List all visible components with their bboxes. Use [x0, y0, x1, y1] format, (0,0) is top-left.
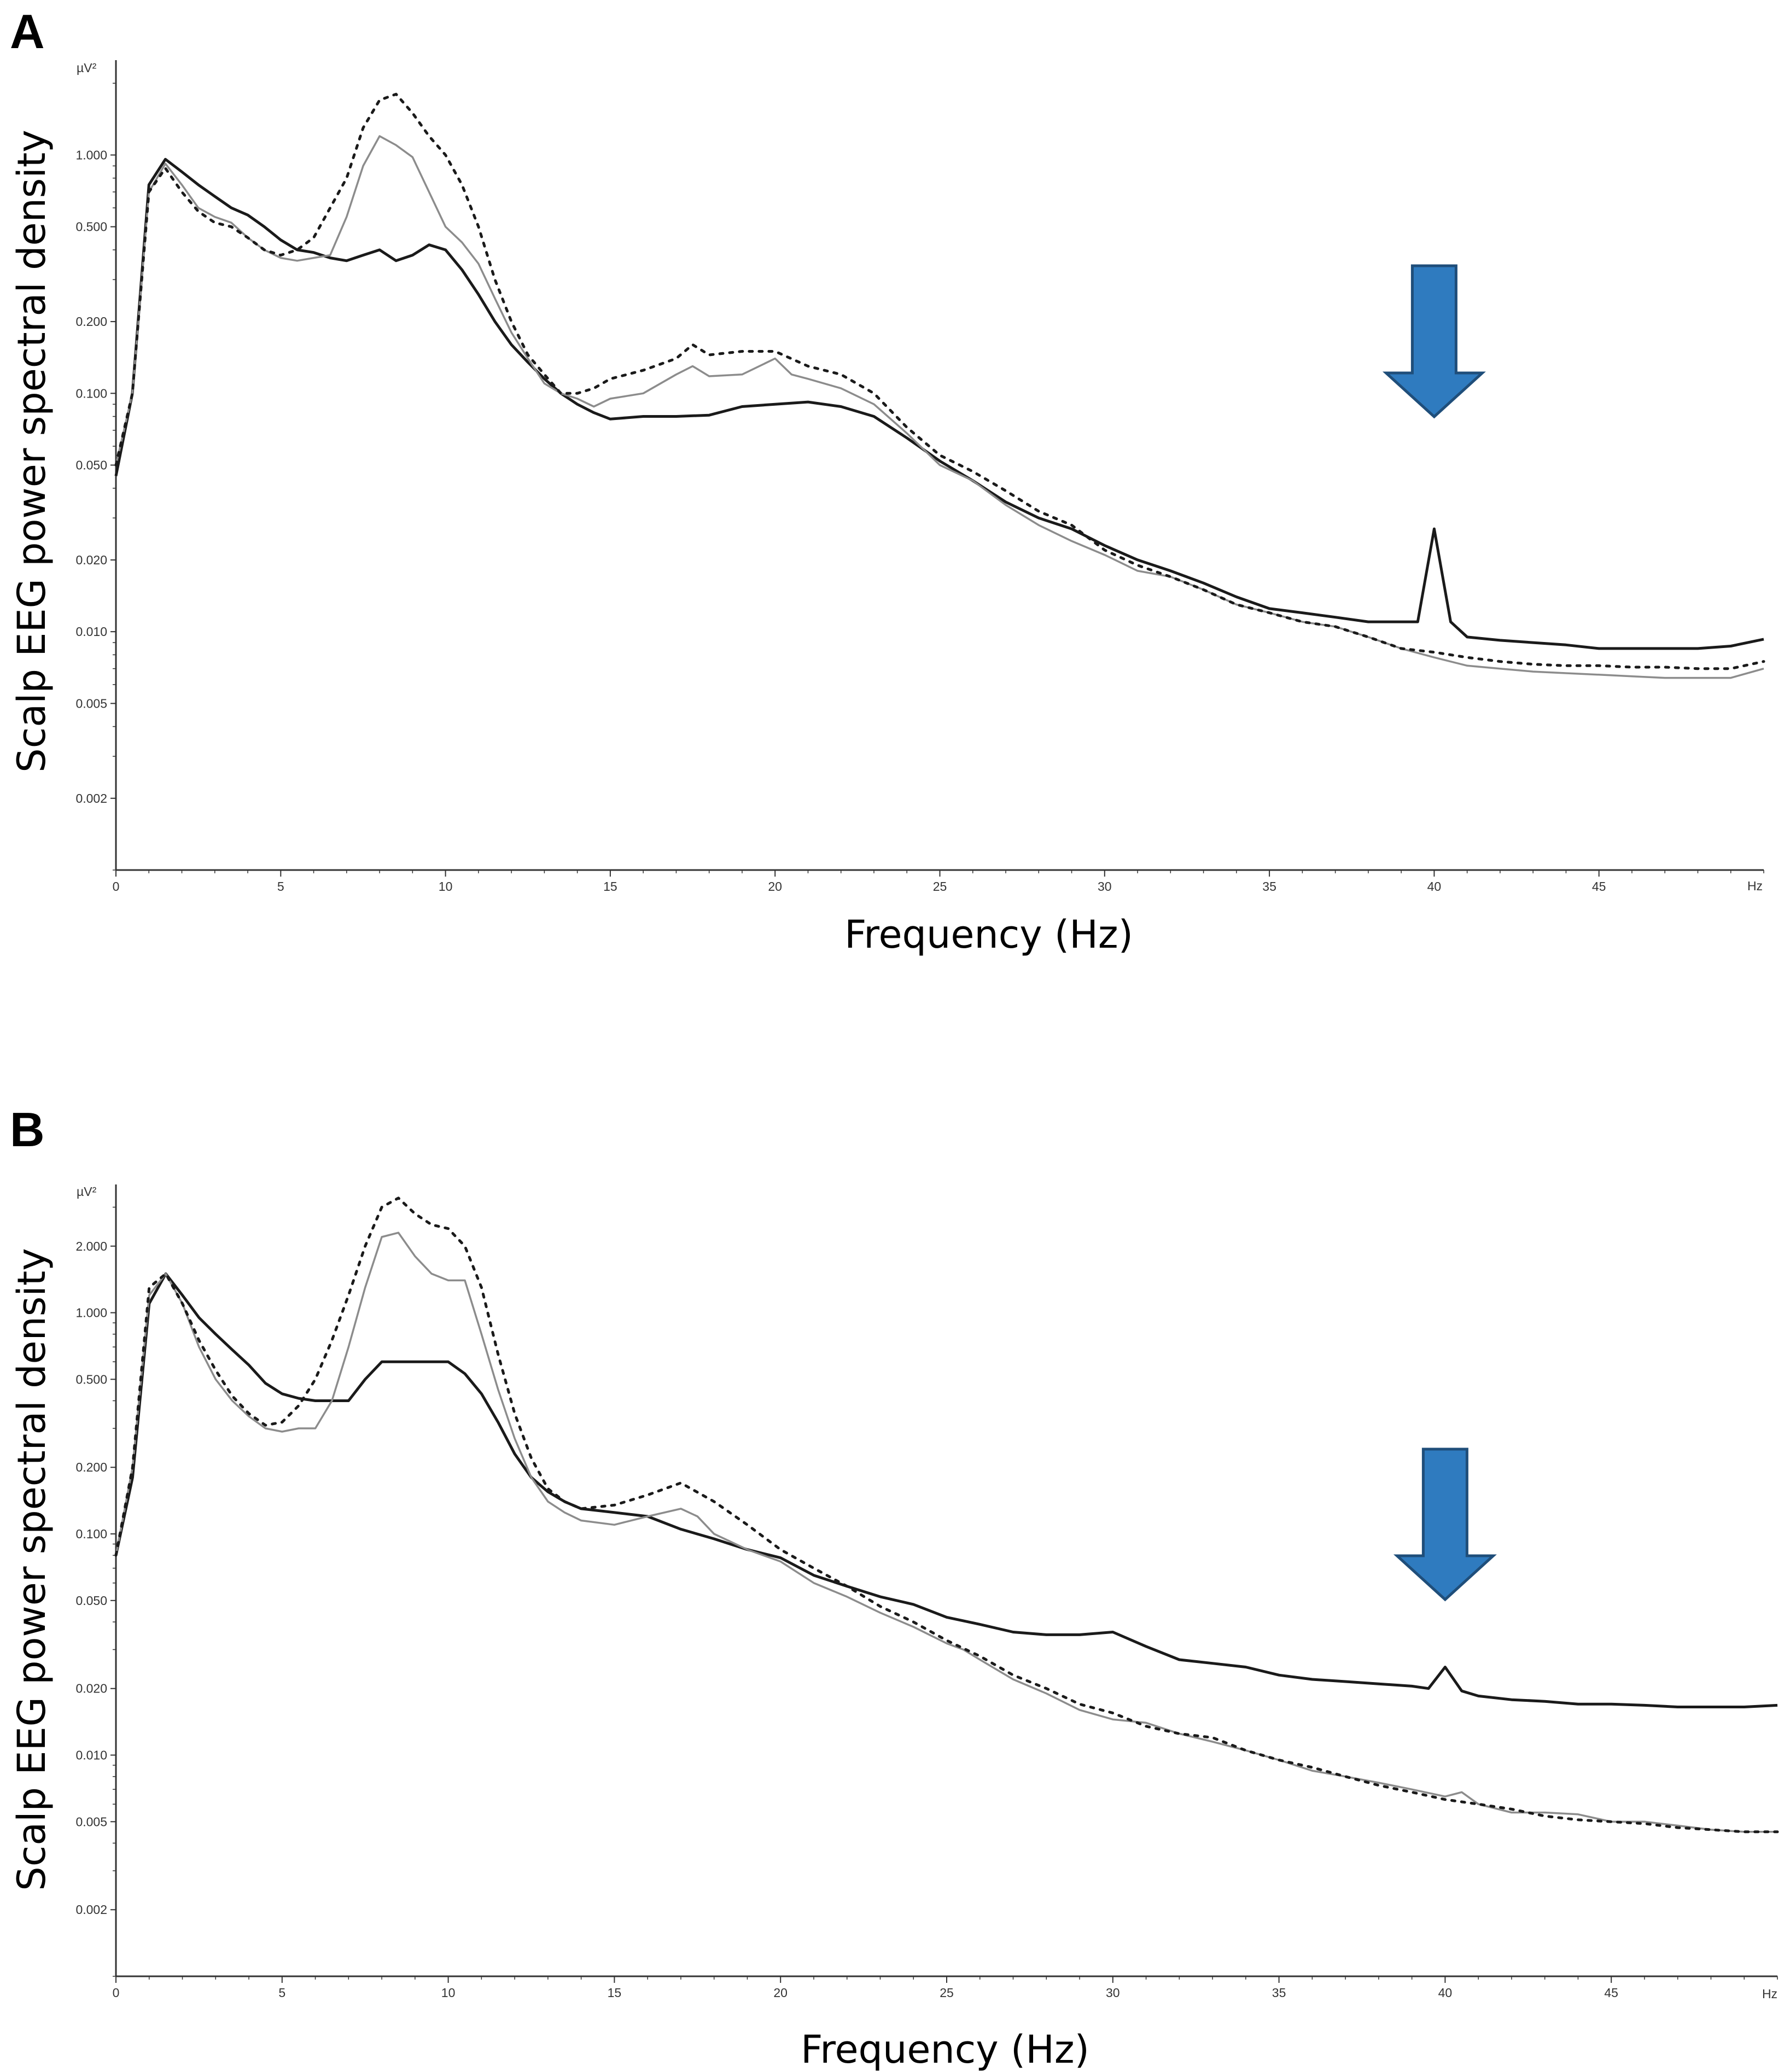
panel-a-y-tick-label-3: 0.200	[75, 314, 107, 329]
panel-a-letter: A	[10, 4, 45, 59]
panel-b-x-tick-label-3: 10	[441, 1986, 456, 2000]
panel-a-series	[114, 92, 1765, 679]
panel-b-y-tick-label-10: 0.002	[75, 1902, 107, 1917]
panel-a-x-tick-label-8: 35	[1262, 879, 1276, 894]
panel-b-x-unit: Hz	[1762, 1987, 1777, 2001]
panel-a-y-tick-label-7: 0.010	[75, 624, 107, 639]
panel-b-xlabel: Frequency (Hz)	[801, 2027, 1089, 2072]
panel-a-y-unit: µV²	[77, 61, 97, 75]
panel-a: A Scalp EEG power spectral density Frequ…	[9, 4, 1765, 957]
panel-a-x-tick-label-9: 40	[1427, 879, 1442, 894]
panel-a-x-tick-label-6: 25	[933, 879, 947, 894]
panel-a-x-tick-label-1: 0	[113, 879, 120, 894]
panel-b-series-dotted-line	[114, 1196, 1779, 1834]
panel-b-y-tick-label-5: 0.100	[75, 1527, 107, 1541]
panel-a-x-tick-label-4: 15	[603, 879, 617, 894]
panel-b-series-grey-line	[115, 1231, 1777, 1833]
panel-b-y-tick-label-4: 0.200	[75, 1460, 107, 1474]
panel-a-y-tick-label-9: 0.002	[75, 791, 107, 806]
panel-b-x-tick-label-10: 45	[1604, 1986, 1618, 2000]
panel-b-y-unit: µV²	[77, 1184, 97, 1199]
panel-b-x-tick-label-4: 15	[608, 1986, 622, 2000]
panel-a-x-unit: Hz	[1747, 879, 1763, 893]
panel-b-y-tick-label-3: 0.500	[75, 1372, 107, 1386]
panel-b-y-tick-label-7: 0.020	[75, 1682, 107, 1696]
panel-a-y-ticks: 1.000 0.500 0.200 0.100 0.050 0.020 0.01…	[75, 148, 116, 806]
panel-b-x-tick-label-6: 25	[940, 1986, 954, 2000]
panel-b-y-tick-label-9: 0.005	[75, 1814, 107, 1829]
panel-a-y-tick-label-6: 0.020	[75, 553, 107, 567]
panel-a-minor-ticks	[113, 83, 1764, 873]
panel-b: B Scalp EEG power spectral density Frequ…	[9, 1102, 1779, 2072]
panel-a-y-tick-label-8: 0.005	[75, 696, 107, 710]
panel-b-y-tick-label-8: 0.010	[75, 1748, 107, 1762]
panel-a-ylabel: Scalp EEG power spectral density	[9, 130, 54, 772]
panel-b-x-tick-label-5: 20	[773, 1986, 788, 2000]
panel-a-x-tick-label-3: 10	[439, 879, 453, 894]
panel-a-down-arrow-icon	[1382, 264, 1486, 419]
panel-b-x-tick-label-1: 0	[113, 1986, 120, 2000]
panel-a-series-dark-line	[114, 157, 1764, 650]
panel-b-x-tick-label-9: 40	[1438, 1986, 1453, 2000]
panel-a-y-tick-label-2: 0.500	[75, 220, 107, 234]
panel-b-x-tick-label-2: 5	[278, 1986, 285, 2000]
panel-a-y-tick-label-5: 0.050	[75, 458, 107, 472]
panel-a-y-tick-label-4: 0.100	[75, 386, 107, 400]
panel-b-y-tick-label-1: 2.000	[75, 1239, 107, 1253]
panel-b-y-tick-label-6: 0.050	[75, 1594, 107, 1608]
panel-a-x-tick-label-5: 20	[768, 879, 782, 894]
panel-a-x-tick-label-10: 45	[1592, 879, 1606, 894]
panel-b-y-tick-label-2: 1.000	[75, 1306, 107, 1320]
panel-b-letter: B	[10, 1102, 45, 1157]
panel-b-ylabel: Scalp EEG power spectral density	[9, 1248, 54, 1890]
panel-a-y-tick-label-1: 1.000	[75, 148, 107, 162]
panel-b-series	[114, 1196, 1779, 1834]
panel-a-x-tick-label-7: 30	[1098, 879, 1112, 894]
panel-b-down-arrow-icon	[1393, 1448, 1497, 1602]
panel-a-series-dotted-line	[114, 92, 1765, 670]
panel-b-x-tick-label-8: 35	[1272, 1986, 1286, 2000]
panel-a-x-tick-label-2: 5	[277, 879, 284, 894]
panel-b-x-tick-label-7: 30	[1106, 1986, 1120, 2000]
panel-a-xlabel: Frequency (Hz)	[844, 912, 1133, 957]
panel-b-minor-ticks	[113, 1206, 1778, 1980]
